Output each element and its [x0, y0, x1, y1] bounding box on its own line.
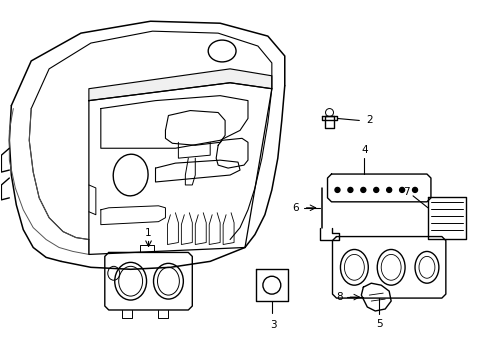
- Ellipse shape: [399, 188, 404, 192]
- Text: 7: 7: [402, 187, 408, 197]
- Text: 6: 6: [292, 203, 298, 213]
- Text: 5: 5: [375, 319, 382, 329]
- Ellipse shape: [386, 188, 391, 192]
- Polygon shape: [255, 269, 287, 301]
- Text: 4: 4: [360, 145, 367, 155]
- Text: 1: 1: [145, 228, 152, 238]
- Polygon shape: [89, 69, 271, 100]
- Ellipse shape: [334, 188, 339, 192]
- Polygon shape: [327, 174, 430, 202]
- Ellipse shape: [373, 188, 378, 192]
- Text: 8: 8: [335, 292, 342, 302]
- Polygon shape: [104, 252, 192, 310]
- Ellipse shape: [347, 188, 352, 192]
- Ellipse shape: [360, 188, 365, 192]
- Polygon shape: [89, 83, 271, 255]
- Text: 2: 2: [365, 116, 372, 126]
- Ellipse shape: [412, 188, 417, 192]
- Text: 3: 3: [270, 320, 277, 330]
- Polygon shape: [427, 197, 465, 239]
- Polygon shape: [332, 237, 445, 298]
